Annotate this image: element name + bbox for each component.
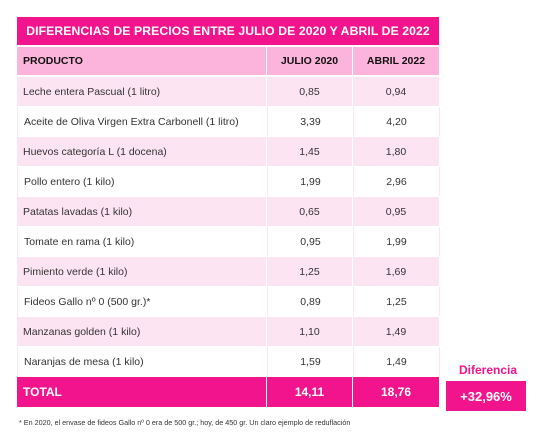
difference-value: +32,96% bbox=[446, 381, 526, 411]
table-row: Naranjas de mesa (1 kilo) 1,59 1,49 bbox=[17, 347, 440, 377]
cell-april-2022: 0,94 bbox=[385, 85, 407, 98]
difference-label: Diferencia bbox=[458, 363, 518, 377]
cell-july-2020: 1,59 bbox=[268, 347, 354, 376]
cell-april-2022: 1,25 bbox=[354, 287, 440, 316]
cell-product: Tomate en rama (1 kilo) bbox=[18, 227, 268, 256]
table-row: Patatas lavadas (1 kilo) 0,65 0,95 bbox=[17, 197, 439, 227]
cell-product: Leche entera Pascual (1 litro) bbox=[17, 77, 267, 106]
cell-july-2020: 0,95 bbox=[268, 227, 354, 256]
cell-july-2020: 0,89 bbox=[268, 287, 354, 316]
cell-product: Huevos categoría L (1 docena) bbox=[17, 137, 267, 166]
cell-product: Pimiento verde (1 kilo) bbox=[17, 257, 267, 286]
cell-product: Manzanas golden (1 kilo) bbox=[17, 317, 267, 346]
total-label: TOTAL bbox=[17, 377, 267, 407]
cell-april-2022: 1,99 bbox=[354, 227, 440, 256]
cell-product: Aceite de Oliva Virgen Extra Carbonell (… bbox=[18, 107, 268, 136]
cell-april-2022: 0,95 bbox=[385, 205, 407, 218]
cell-april-2022: 1,69 bbox=[385, 265, 407, 278]
total-april-2022: 18,76 bbox=[380, 385, 412, 399]
cell-product: Patatas lavadas (1 kilo) bbox=[17, 197, 267, 226]
total-row: TOTAL 14,11 18,76 bbox=[17, 377, 439, 407]
table-row: Pimiento verde (1 kilo) 1,25 1,69 bbox=[17, 257, 439, 287]
cell-july-2020: 1,99 bbox=[268, 167, 354, 196]
table-row: Huevos categoría L (1 docena) 1,45 1,80 bbox=[17, 137, 439, 167]
cell-april-2022: 1,49 bbox=[354, 347, 440, 376]
footnote: * En 2020, el envase de fideos Gallo nº … bbox=[19, 418, 351, 427]
table-row: Fideos Gallo nº 0 (500 gr.)* 0,89 1,25 bbox=[17, 287, 440, 317]
cell-product: Naranjas de mesa (1 kilo) bbox=[18, 347, 268, 376]
total-july-2020: 14,11 bbox=[267, 377, 353, 407]
cell-april-2022: 1,80 bbox=[385, 145, 407, 158]
cell-product: Fideos Gallo nº 0 (500 gr.)* bbox=[18, 287, 268, 316]
cell-july-2020: 1,25 bbox=[267, 257, 353, 286]
cell-july-2020: 3,39 bbox=[268, 107, 354, 136]
header-april-2022: ABRIL 2022 bbox=[366, 55, 426, 67]
cell-april-2022: 1,49 bbox=[385, 325, 407, 338]
cell-july-2020: 0,85 bbox=[267, 77, 353, 106]
table-row: Aceite de Oliva Virgen Extra Carbonell (… bbox=[17, 107, 440, 137]
table-body: Leche entera Pascual (1 litro) 0,85 0,94 Ac… bbox=[17, 77, 440, 377]
header-july-2020: JULIO 2020 bbox=[267, 47, 353, 75]
cell-july-2020: 0,65 bbox=[267, 197, 353, 226]
table-row: Pollo entero (1 kilo) 1,99 2,96 bbox=[17, 167, 440, 197]
table-title: DIFERENCIAS DE PRECIOS ENTRE JULIO DE 20… bbox=[17, 17, 439, 47]
cell-product: Pollo entero (1 kilo) bbox=[18, 167, 268, 196]
cell-july-2020: 1,45 bbox=[267, 137, 353, 166]
cell-april-2022: 2,96 bbox=[354, 167, 440, 196]
table-row: Manzanas golden (1 kilo) 1,10 1,49 bbox=[17, 317, 439, 347]
price-table: DIFERENCIAS DE PRECIOS ENTRE JULIO DE 20… bbox=[17, 17, 440, 407]
table-row: Leche entera Pascual (1 litro) 0,85 0,94 bbox=[17, 77, 439, 107]
header-product: PRODUCTO bbox=[17, 47, 267, 75]
table-row: Tomate en rama (1 kilo) 0,95 1,99 bbox=[17, 227, 440, 257]
cell-july-2020: 1,10 bbox=[267, 317, 353, 346]
table-header-row: PRODUCTO JULIO 2020 ABRIL 2022 bbox=[17, 47, 439, 77]
cell-april-2022: 4,20 bbox=[354, 107, 440, 136]
